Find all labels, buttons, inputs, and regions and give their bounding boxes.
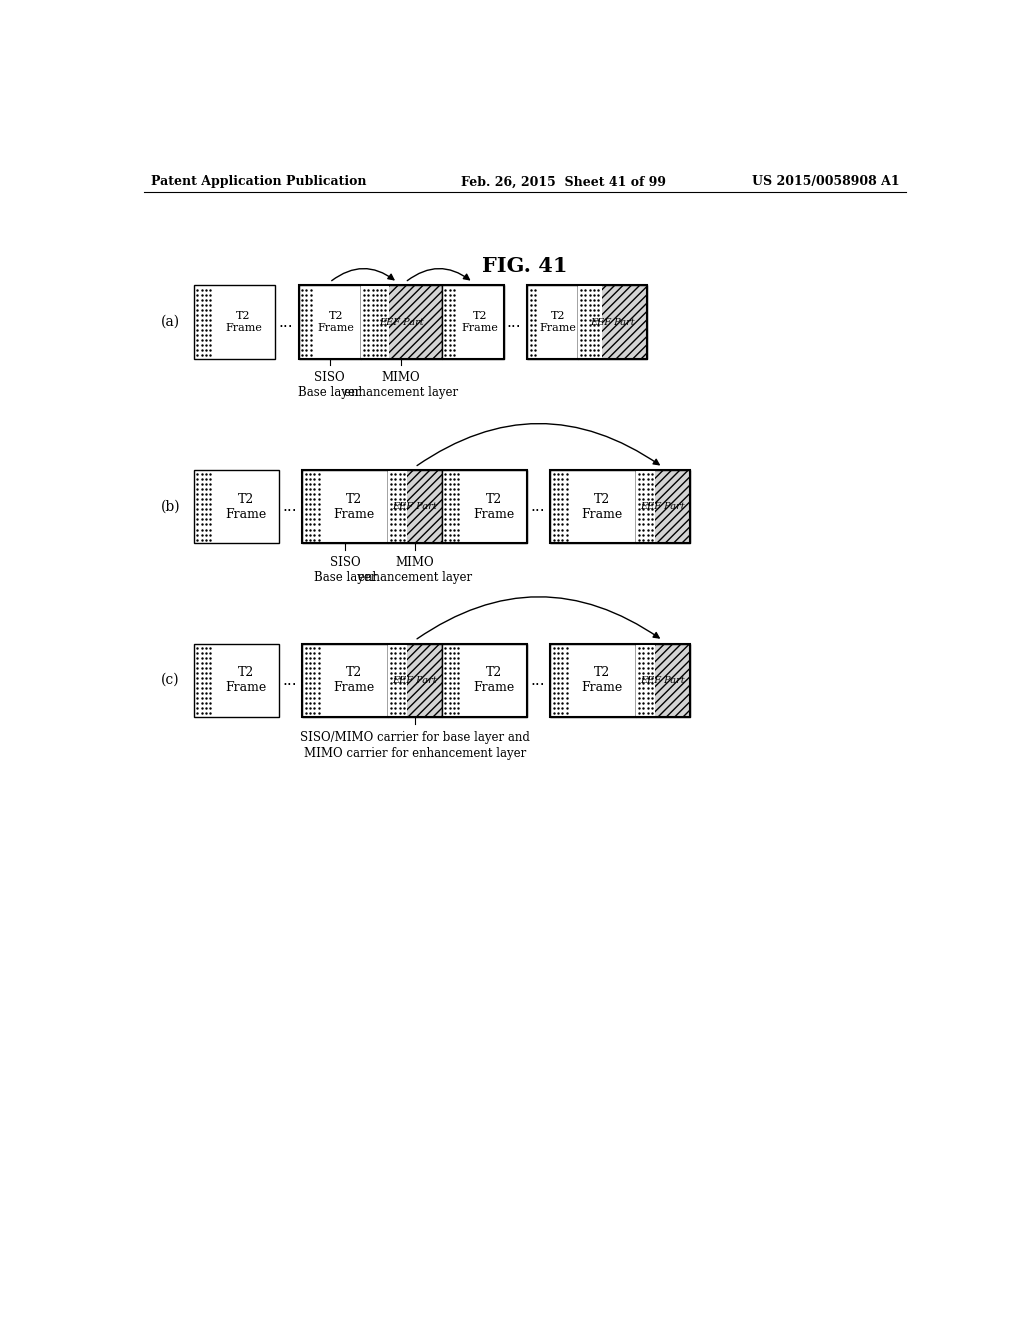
Bar <box>388 470 407 544</box>
Bar <box>388 644 407 717</box>
Text: US 2015/0058908 A1: US 2015/0058908 A1 <box>752 176 899 189</box>
Bar <box>194 470 280 544</box>
Text: (b): (b) <box>161 500 180 513</box>
Text: T2
Frame: T2 Frame <box>461 312 498 333</box>
Bar <box>550 470 690 544</box>
Bar <box>194 644 280 717</box>
Text: T2
Frame: T2 Frame <box>317 312 354 333</box>
Text: T2
Frame: T2 Frame <box>334 492 375 521</box>
Bar <box>194 285 275 359</box>
Bar <box>527 285 578 359</box>
Bar <box>636 470 654 544</box>
Text: EEF Part: EEF Part <box>640 676 685 685</box>
Text: MIMO: MIMO <box>382 371 421 384</box>
Text: T2
Frame: T2 Frame <box>225 492 266 521</box>
Text: T2
Frame: T2 Frame <box>225 312 262 333</box>
Text: Patent Application Publication: Patent Application Publication <box>152 176 367 189</box>
Text: T2
Frame: T2 Frame <box>473 667 514 694</box>
Text: T2
Frame: T2 Frame <box>582 492 623 521</box>
Bar <box>302 470 527 544</box>
Text: Feb. 26, 2015  Sheet 41 of 99: Feb. 26, 2015 Sheet 41 of 99 <box>461 176 667 189</box>
Text: EEF Part: EEF Part <box>392 676 437 685</box>
Text: ...: ... <box>529 499 545 515</box>
Text: T2
Frame: T2 Frame <box>334 667 375 694</box>
Text: T2
Frame: T2 Frame <box>582 667 623 694</box>
Bar <box>388 470 442 544</box>
Bar <box>299 285 360 359</box>
Bar <box>302 644 388 717</box>
Text: SISO: SISO <box>314 371 345 384</box>
Text: ...: ... <box>282 673 297 688</box>
Text: (a): (a) <box>161 315 180 329</box>
Bar <box>550 644 636 717</box>
Bar <box>360 285 389 359</box>
Bar <box>550 644 690 717</box>
Bar <box>442 285 504 359</box>
Text: FIG. 41: FIG. 41 <box>482 256 567 276</box>
Text: EEF Part: EEF Part <box>590 318 635 326</box>
Bar <box>636 644 654 717</box>
Text: ...: ... <box>507 314 521 330</box>
Bar <box>636 644 690 717</box>
Text: T2
Frame: T2 Frame <box>473 492 514 521</box>
Text: SISO/MIMO carrier for base layer and: SISO/MIMO carrier for base layer and <box>300 730 529 743</box>
Bar <box>442 470 527 544</box>
Text: Base layer: Base layer <box>313 572 376 585</box>
Text: EEF Part: EEF Part <box>640 503 685 511</box>
Bar <box>578 285 602 359</box>
Bar <box>636 470 690 544</box>
Bar <box>388 644 442 717</box>
Bar <box>302 644 527 717</box>
Text: ...: ... <box>282 499 297 515</box>
Bar <box>578 285 647 359</box>
Bar <box>550 470 636 544</box>
Text: EEF Part: EEF Part <box>392 503 437 511</box>
Text: SISO: SISO <box>330 556 360 569</box>
Text: (c): (c) <box>162 673 180 688</box>
Text: MIMO: MIMO <box>395 556 434 569</box>
Text: T2
Frame: T2 Frame <box>540 312 577 333</box>
Text: ...: ... <box>278 314 293 330</box>
Bar <box>360 285 442 359</box>
Text: ...: ... <box>529 673 545 688</box>
Bar <box>527 285 647 359</box>
Text: EEF Part: EEF Part <box>379 318 424 326</box>
Bar <box>299 285 504 359</box>
Bar <box>442 644 527 717</box>
Text: enhancement layer: enhancement layer <box>357 572 472 585</box>
Text: Base layer: Base layer <box>298 387 360 400</box>
Bar <box>302 470 388 544</box>
Text: enhancement layer: enhancement layer <box>344 387 459 400</box>
Text: MIMO carrier for enhancement layer: MIMO carrier for enhancement layer <box>304 747 526 760</box>
Text: T2
Frame: T2 Frame <box>225 667 266 694</box>
